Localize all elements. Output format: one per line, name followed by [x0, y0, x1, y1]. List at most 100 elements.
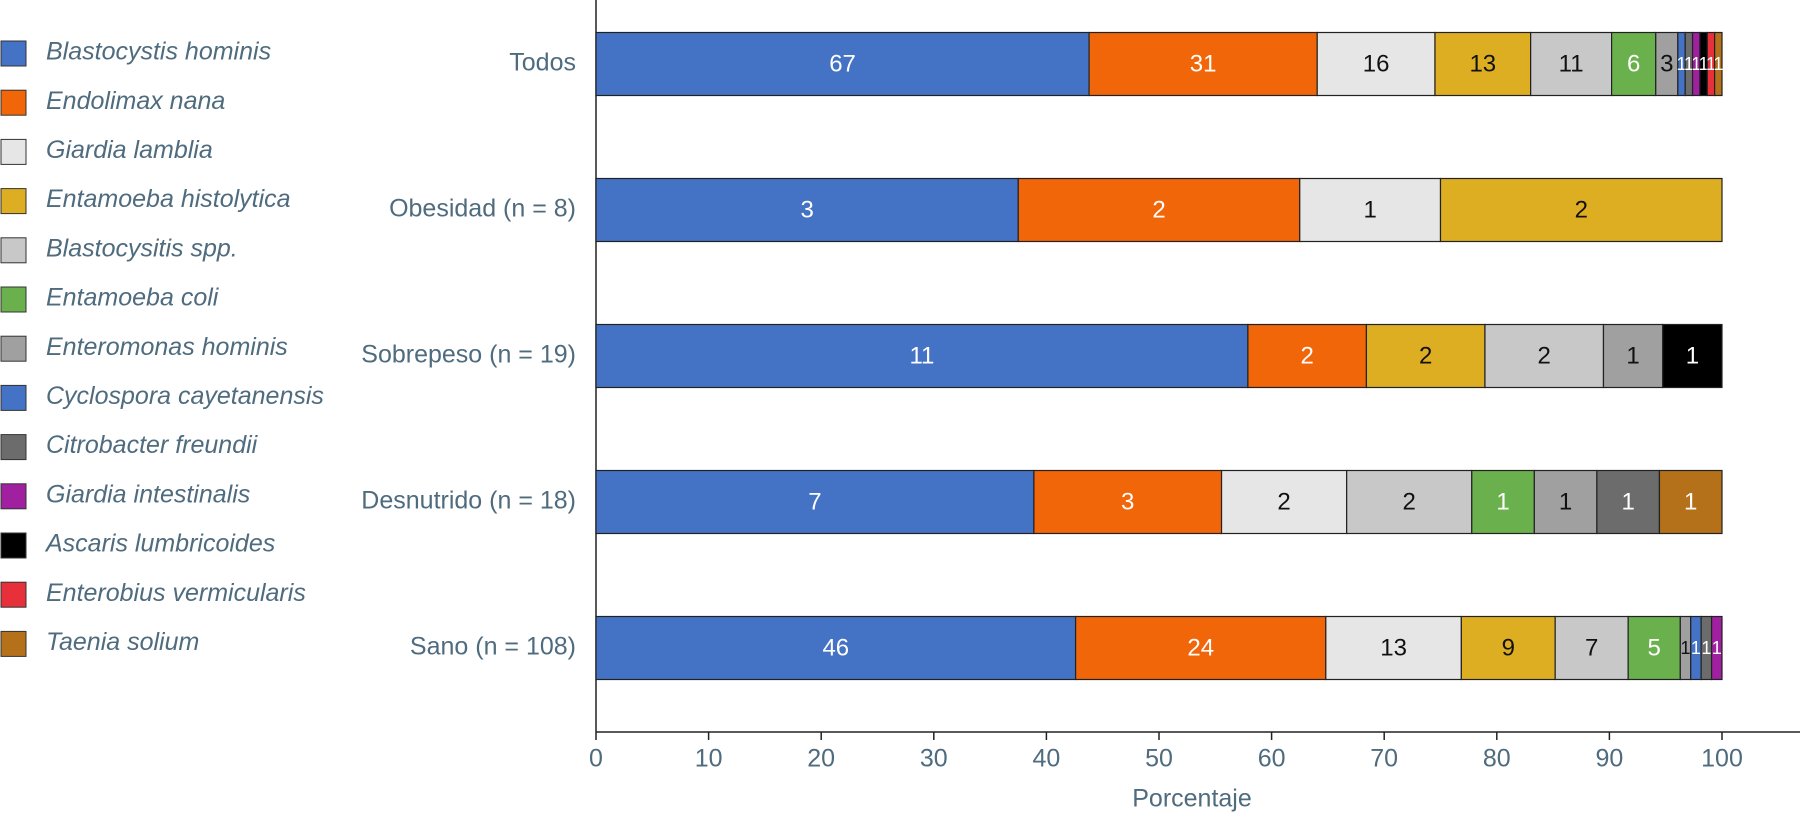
- data-label: 2: [1575, 196, 1588, 223]
- data-label: 7: [1585, 634, 1598, 661]
- legend-swatch: [0, 188, 27, 215]
- x-tick-label: 100: [1701, 745, 1743, 773]
- legend-label: Blastocystis hominis: [46, 38, 271, 66]
- data-label: 1: [1706, 54, 1716, 74]
- legend-label: Giardia lamblia: [46, 136, 213, 164]
- data-label: 67: [829, 50, 856, 77]
- data-label: 1: [1686, 342, 1699, 369]
- legend-label: Taenia solium: [46, 628, 199, 656]
- data-label: 1: [1681, 638, 1691, 658]
- x-tick-label: 80: [1483, 745, 1511, 773]
- legend-swatch: [0, 335, 27, 362]
- data-label: 3: [800, 196, 813, 223]
- data-label: 1: [1684, 54, 1694, 74]
- data-label: 1: [1713, 54, 1723, 74]
- data-label: 11: [909, 342, 934, 369]
- data-label: 1: [1699, 54, 1709, 74]
- data-label: 31: [1190, 50, 1217, 77]
- legend-swatch: [0, 237, 27, 264]
- bar-segment: [1439, 177, 1723, 243]
- bar-segment: [1017, 177, 1301, 243]
- x-tick-label: 40: [1032, 745, 1060, 773]
- data-label: 1: [1677, 54, 1687, 74]
- bar-segment: [595, 615, 1077, 681]
- bar-segment: [1596, 469, 1661, 535]
- bar-segment: [1220, 469, 1348, 535]
- data-label: 1: [1621, 488, 1634, 515]
- legend-label: Enterobius vermicularis: [46, 579, 306, 607]
- legend-swatch: [0, 138, 27, 165]
- x-axis-title: Porcentaje: [1132, 785, 1252, 813]
- bar-segment: [1714, 31, 1723, 97]
- legend-label: Cyclospora cayetanensis: [46, 382, 324, 410]
- bar-segment: [1662, 323, 1723, 389]
- data-label: 1: [1691, 638, 1701, 658]
- data-label: 13: [1380, 634, 1407, 661]
- x-tick-label: 90: [1595, 745, 1623, 773]
- bar-segment: [1247, 323, 1368, 389]
- bar-segment: [1316, 31, 1436, 97]
- data-label: 1: [1701, 638, 1711, 658]
- data-label: 2: [1300, 342, 1313, 369]
- legend-label: Entamoeba histolytica: [46, 185, 291, 213]
- data-label: 6: [1627, 50, 1640, 77]
- x-tick-label: 0: [589, 745, 603, 773]
- bar-segment: [1434, 31, 1532, 97]
- data-label: 9: [1502, 634, 1515, 661]
- bar-segment: [1325, 615, 1462, 681]
- y-tick-label: Obesidad (n = 8): [389, 195, 576, 223]
- data-label: 2: [1152, 196, 1165, 223]
- legend-label: Giardia intestinalis: [46, 480, 250, 508]
- legend-label: Endolimax nana: [46, 87, 225, 115]
- data-label: 1: [1496, 488, 1509, 515]
- x-tick-label: 60: [1258, 745, 1286, 773]
- legend-swatch: [0, 630, 27, 657]
- legend-label: Entamoeba coli: [46, 284, 220, 312]
- bar-segment: [1365, 323, 1486, 389]
- bar-segment: [1088, 31, 1318, 97]
- bar-segment: [1710, 615, 1723, 681]
- bar-segment: [1460, 615, 1556, 681]
- y-tick-label: Sobrepeso (n = 19): [361, 341, 576, 369]
- y-tick-label: Sano (n = 108): [410, 633, 576, 661]
- x-tick-label: 50: [1145, 745, 1173, 773]
- data-label: 24: [1187, 634, 1214, 661]
- data-label: 1: [1691, 54, 1701, 74]
- bar-segment: [1533, 469, 1598, 535]
- data-label: 46: [822, 634, 849, 661]
- legend-label: Enteromonas hominis: [46, 333, 288, 361]
- legend-swatch: [0, 384, 27, 411]
- data-label: 1: [1363, 196, 1376, 223]
- bar-segment: [1530, 31, 1613, 97]
- data-label: 3: [1660, 50, 1673, 77]
- legend-swatch: [0, 434, 27, 461]
- legend-swatch: [0, 581, 27, 608]
- x-tick-label: 10: [695, 745, 723, 773]
- data-label: 1: [1559, 488, 1572, 515]
- data-label: 2: [1419, 342, 1432, 369]
- bar-segment: [1658, 469, 1723, 535]
- data-label: 1: [1626, 342, 1639, 369]
- legend-label: Ascaris lumbricoides: [44, 530, 275, 558]
- legend-swatch: [0, 89, 27, 116]
- legend-label: Citrobacter freundii: [46, 431, 259, 459]
- data-label: 3: [1121, 488, 1134, 515]
- data-label: 1: [1712, 638, 1722, 658]
- bar-segment: [1627, 615, 1681, 681]
- data-label: 1: [1684, 488, 1697, 515]
- data-label: 5: [1648, 634, 1661, 661]
- legend-label: Blastocysitis spp.: [46, 234, 238, 262]
- bar-segment: [595, 31, 1090, 97]
- x-tick-label: 20: [807, 745, 835, 773]
- y-tick-label: Todos: [509, 49, 576, 77]
- bar-segment: [1471, 469, 1535, 535]
- legend-swatch: [0, 286, 27, 313]
- bar-segment: [1033, 469, 1223, 535]
- data-label: 2: [1403, 488, 1416, 515]
- data-label: 13: [1469, 50, 1496, 77]
- bar-segment: [1611, 31, 1657, 97]
- data-label: 16: [1363, 50, 1390, 77]
- bar-segment: [595, 177, 1019, 243]
- y-tick-label: Desnutrido (n = 18): [361, 487, 576, 515]
